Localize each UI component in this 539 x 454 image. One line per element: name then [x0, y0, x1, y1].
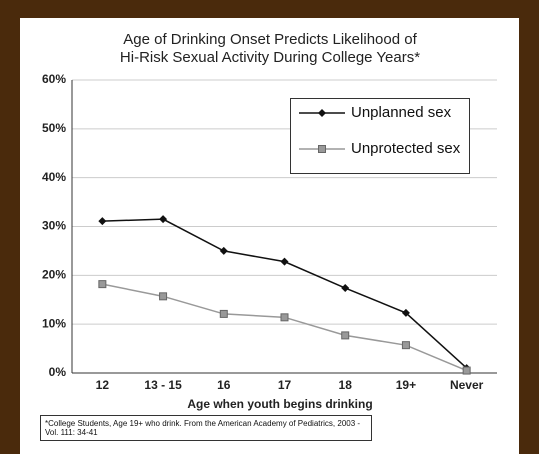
y-tick-label: 20%: [42, 268, 66, 282]
marker: [98, 217, 107, 226]
x-tick-label: 13 - 15: [144, 378, 182, 392]
legend-marker: [318, 145, 326, 153]
marker: [401, 308, 410, 317]
marker: [462, 366, 471, 375]
series-line: [102, 218, 468, 369]
x-tick-label: 19+: [396, 378, 416, 392]
marker: [159, 215, 168, 224]
y-tick-label: 40%: [42, 170, 66, 184]
marker: [219, 246, 228, 255]
legend-marker: [318, 109, 326, 117]
legend-swatch: [299, 109, 345, 117]
marker: [401, 341, 410, 350]
legend: Unplanned sex Unprotected sex: [290, 98, 470, 174]
chart-title: Age of Drinking Onset Predicts Likelihoo…: [123, 31, 417, 48]
y-tick-label: 0%: [49, 365, 67, 379]
x-tick-label: 17: [278, 378, 292, 392]
legend-label: Unplanned sex: [351, 104, 452, 121]
y-tick-label: 10%: [42, 316, 66, 330]
x-tick-label: 16: [217, 378, 231, 392]
x-tick-label: 18: [339, 378, 353, 392]
x-tick-label: 12: [96, 378, 110, 392]
panel: [20, 18, 519, 454]
marker: [341, 284, 350, 293]
y-tick-label: 60%: [42, 72, 66, 86]
legend-swatch: [299, 145, 345, 153]
marker: [98, 280, 107, 289]
footnote: *College Students, Age 19+ who drink. Fr…: [40, 415, 372, 441]
marker: [280, 257, 289, 266]
series-line: [102, 283, 467, 372]
marker: [219, 309, 228, 318]
chart-subtitle: Hi-Risk Sexual Activity During College Y…: [120, 49, 420, 66]
legend-label: Unprotected sex: [351, 140, 461, 157]
x-axis-label: Age when youth begins drinking: [187, 397, 372, 411]
marker: [280, 313, 289, 322]
x-tick-label: Never: [450, 378, 484, 392]
marker: [341, 331, 350, 340]
y-tick-label: 30%: [42, 219, 66, 233]
marker: [159, 292, 168, 301]
y-tick-label: 50%: [42, 121, 66, 135]
